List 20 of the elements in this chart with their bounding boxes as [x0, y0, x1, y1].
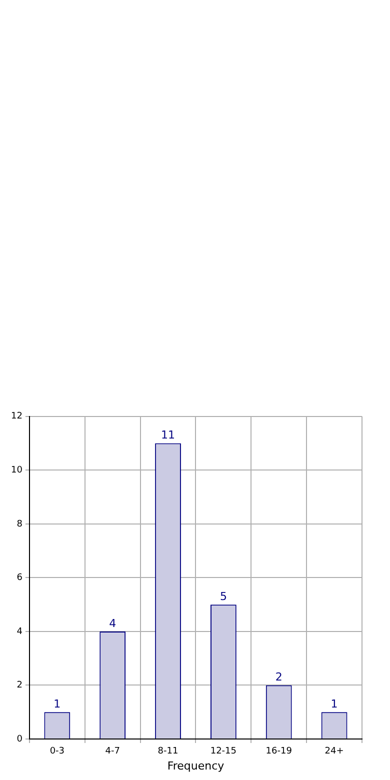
x-axis-title: Frequency [167, 759, 225, 772]
data-label: 5 [220, 590, 227, 603]
y-tick-label: 10 [11, 466, 23, 476]
y-tick-label: 12 [11, 412, 22, 422]
data-label: 1 [54, 697, 61, 710]
y-tick-label: 6 [16, 573, 23, 584]
data-label: 11 [161, 428, 176, 442]
x-tick-label: 12-15 [210, 746, 237, 757]
x-tick-label: 24+ [324, 746, 344, 757]
x-tick-label: 0-3 [50, 746, 65, 757]
y-tick-label: 4 [16, 626, 23, 637]
data-label: 4 [109, 616, 116, 630]
y-tick-label: 8 [16, 519, 23, 530]
data-label: 1 [330, 697, 338, 710]
data-label: 2 [275, 670, 282, 684]
x-tick-label: 16-19 [266, 746, 292, 757]
x-tick-label: 8-11 [158, 746, 178, 757]
y-tick-label: 0 [16, 734, 23, 744]
x-tick-label: 4-7 [105, 746, 120, 757]
y-tick-label: 2 [16, 680, 22, 691]
